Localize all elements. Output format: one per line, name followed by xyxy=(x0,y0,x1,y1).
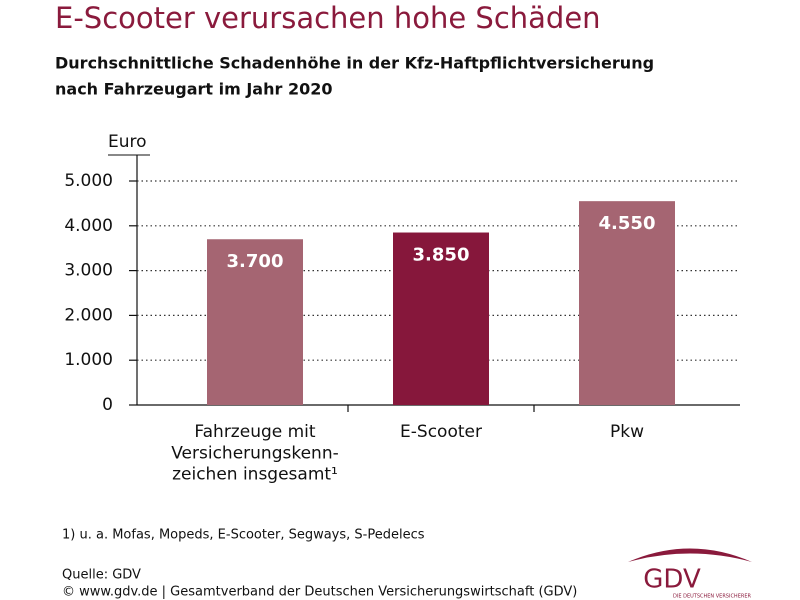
subtitle: Durchschnittliche Schadenhöhe in der Kfz… xyxy=(55,54,654,73)
y-tick-label: 4.000 xyxy=(64,216,113,236)
y-tick-label: 3.000 xyxy=(64,261,113,281)
bar xyxy=(393,232,489,405)
value-label: 4.550 xyxy=(599,213,656,234)
logo-arc xyxy=(628,548,752,562)
source: Quelle: GDV xyxy=(62,568,141,583)
bar xyxy=(579,201,675,405)
bar xyxy=(207,239,303,405)
value-label: 3.850 xyxy=(413,245,470,266)
y-tick-label: 5.000 xyxy=(64,171,113,191)
chart-title: E-Scooter verursachen hohe Schäden xyxy=(55,1,601,35)
y-axis-label: Euro xyxy=(108,132,147,152)
y-tick-label: 1.000 xyxy=(64,350,113,370)
logo: GDV xyxy=(643,565,701,595)
source: © www.gdv.de | Gesamtverband der Deutsch… xyxy=(62,585,577,600)
footnote: 1) u. a. Mofas, Mopeds, E-Scooter, Segwa… xyxy=(62,528,425,543)
value-label: 3.700 xyxy=(227,251,284,272)
logo-tagline: DIE DEUTSCHEN VERSICHERER xyxy=(673,594,751,600)
x-tick-label: Pkw xyxy=(610,422,644,442)
subtitle: nach Fahrzeugart im Jahr 2020 xyxy=(55,80,332,99)
y-tick-label: 2.000 xyxy=(64,305,113,325)
x-tick-label: Fahrzeuge mit Versicherungskenn-zeichen i… xyxy=(171,422,339,485)
x-tick-label: E-Scooter xyxy=(400,422,482,442)
y-tick-label: 0 xyxy=(102,395,113,415)
